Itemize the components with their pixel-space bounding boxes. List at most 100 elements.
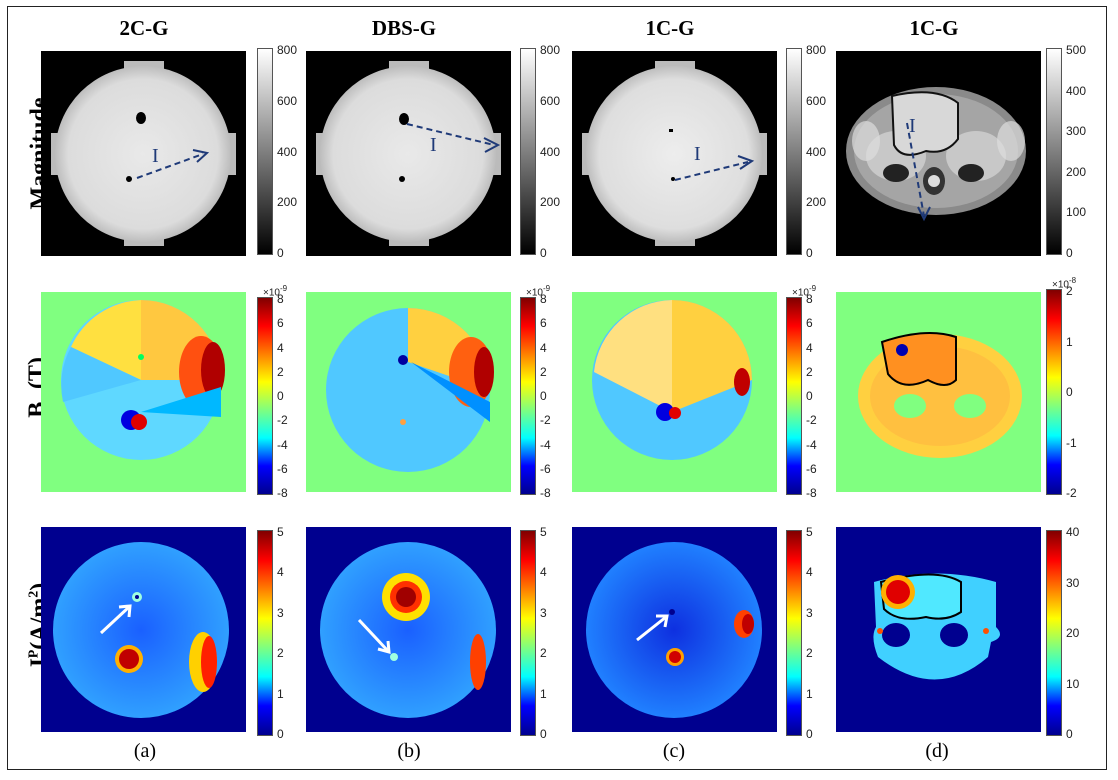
colorbar-tick-label: 20: [1066, 626, 1080, 640]
colorbar-tick-label: 4: [277, 565, 284, 580]
bz-map-b: [306, 292, 511, 492]
colorbar-tick-label: 600: [277, 93, 298, 108]
subfigure-label-b: (b): [397, 740, 421, 762]
colorbar-exponent-bz-d: ×10-8: [1052, 276, 1077, 291]
colorbar-bz-b: [520, 297, 536, 495]
colorbar-tick-label: 40: [1066, 525, 1080, 539]
colorbar-tick-label: 0: [277, 246, 284, 260]
magnitude-image-d: [836, 51, 1041, 256]
current-label-d: I: [909, 115, 916, 137]
colorbar-tick-label: 4: [540, 340, 547, 355]
colorbar-tick-label: 600: [806, 93, 827, 108]
colorbar-bz-a: [257, 297, 273, 495]
colorbar-tick-label: 0: [1066, 385, 1073, 399]
colorbar-tick-label: 100: [1066, 205, 1087, 220]
colorbar-magnitude-c: [786, 48, 802, 255]
colorbar-tick-label: 10: [1066, 676, 1080, 691]
subfigure-label-d: (d): [925, 740, 949, 762]
colorbar-tick-label: 200: [806, 195, 827, 210]
colorbar-tick-label: -4: [806, 437, 817, 452]
colorbar-tick-label: 400: [540, 144, 561, 159]
jp-map-d: [836, 527, 1041, 732]
colorbar-tick-label: 5: [277, 525, 284, 539]
colorbar-tick-label: 2: [277, 646, 284, 661]
colorbar-tick-label: 8: [540, 292, 547, 306]
colorbar-bz-c: [786, 297, 802, 495]
figure-frame: [7, 6, 1107, 770]
colorbar-tick-label: 0: [540, 727, 547, 741]
column-title-d: 1C-G: [909, 16, 959, 40]
colorbar-tick-label: 30: [1066, 575, 1080, 590]
colorbar-tick-label: 6: [277, 316, 284, 331]
colorbar-tick-label: 3: [806, 605, 813, 620]
jp-map-c: [572, 527, 777, 732]
colorbar-tick-label: 0: [806, 246, 813, 260]
colorbar-tick-label: 200: [277, 195, 298, 210]
colorbar-tick-label: 0: [1066, 727, 1073, 741]
colorbar-tick-label: -6: [540, 461, 551, 476]
colorbar-tick-label: -6: [806, 461, 817, 476]
colorbar-tick-label: 200: [540, 195, 561, 210]
colorbar-magnitude-d: [1046, 48, 1062, 255]
colorbar-tick-label: -6: [277, 461, 288, 476]
magnitude-image-b: [306, 51, 511, 256]
colorbar-tick-label: 2: [1066, 284, 1073, 298]
colorbar-tick-label: 3: [277, 605, 284, 620]
colorbar-tick-label: 2: [540, 364, 547, 379]
colorbar-tick-label: 0: [806, 389, 813, 403]
colorbar-tick-label: 3: [540, 605, 547, 620]
colorbar-tick-label: 400: [277, 144, 298, 159]
colorbar-magnitude-b: [520, 48, 536, 255]
colorbar-tick-label: 4: [806, 565, 813, 580]
colorbar-tick-label: 6: [806, 316, 813, 331]
colorbar-jp-a: [257, 530, 273, 736]
jp-map-a: [41, 527, 246, 732]
colorbar-tick-label: 2: [540, 646, 547, 661]
colorbar-tick-label: 1: [806, 686, 813, 701]
colorbar-magnitude-a: [257, 48, 273, 255]
colorbar-tick-label: 8: [277, 292, 284, 306]
colorbar-exponent-bz-b: ×10-9: [526, 284, 551, 299]
colorbar-tick-label: -2: [1066, 486, 1077, 500]
colorbar-tick-label: -4: [540, 437, 551, 452]
colorbar-tick-label: 1: [540, 686, 547, 701]
colorbar-tick-label: -8: [540, 486, 551, 500]
colorbar-jp-b: [520, 530, 536, 736]
bz-map-c: [572, 292, 777, 492]
colorbar-tick-label: 2: [806, 364, 813, 379]
colorbar-tick-label: -8: [806, 486, 817, 500]
magnitude-image-c: [572, 51, 777, 256]
colorbar-tick-label: 0: [277, 389, 284, 403]
colorbar-tick-label: 8: [806, 292, 813, 306]
colorbar-tick-label: 2: [806, 646, 813, 661]
current-label-c: I: [694, 143, 701, 165]
current-label-a: I: [152, 145, 159, 167]
subfigure-label-c: (c): [662, 740, 686, 762]
colorbar-tick-label: -1: [1066, 435, 1077, 450]
column-title-c: 1C-G: [645, 16, 695, 40]
colorbar-tick-label: 5: [806, 525, 813, 539]
colorbar-tick-label: 600: [540, 93, 561, 108]
colorbar-tick-label: 800: [277, 43, 298, 57]
colorbar-tick-label: 6: [540, 316, 547, 331]
colorbar-tick-label: -2: [806, 413, 817, 428]
colorbar-tick-label: -2: [540, 413, 551, 428]
colorbar-jp-d: [1046, 530, 1062, 736]
colorbar-exponent-bz-c: ×10-9: [792, 284, 817, 299]
colorbar-tick-label: 0: [1066, 246, 1073, 260]
colorbar-tick-label: 200: [1066, 164, 1087, 179]
colorbar-tick-label: 0: [540, 389, 547, 403]
jp-map-b: [306, 527, 511, 732]
column-title-b: DBS-G: [371, 16, 437, 40]
bz-map-a: [41, 292, 246, 492]
current-label-b: I: [430, 134, 437, 156]
colorbar-tick-label: 4: [540, 565, 547, 580]
magnitude-image-a: [41, 51, 246, 256]
colorbar-jp-c: [786, 530, 802, 736]
colorbar-tick-label: 400: [806, 144, 827, 159]
colorbar-tick-label: 0: [806, 727, 813, 741]
colorbar-tick-label: 300: [1066, 124, 1087, 139]
subfigure-label-a: (a): [133, 740, 157, 762]
colorbar-tick-label: -2: [277, 413, 288, 428]
colorbar-tick-label: 5: [540, 525, 547, 539]
